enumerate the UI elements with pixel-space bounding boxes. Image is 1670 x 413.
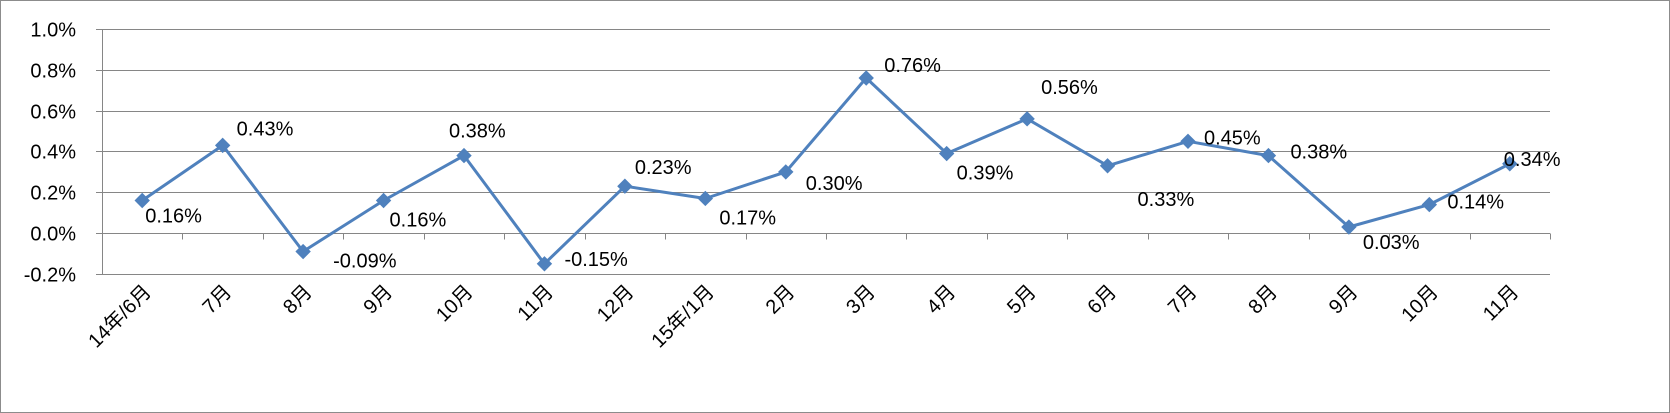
y-tick-label: 1.0% bbox=[30, 20, 76, 42]
data-label: 0.43% bbox=[237, 118, 294, 140]
data-point-marker bbox=[1260, 147, 1277, 164]
data-point-marker bbox=[697, 190, 714, 207]
data-label: 0.17% bbox=[719, 207, 776, 229]
data-point-marker bbox=[1421, 196, 1438, 213]
data-point-marker bbox=[295, 243, 311, 260]
y-tick-label: 0.0% bbox=[30, 224, 76, 246]
x-tick-label: 11月 bbox=[1479, 281, 1523, 325]
x-tick-label: 2月 bbox=[762, 281, 800, 319]
data-label: 0.14% bbox=[1447, 192, 1504, 214]
data-point-marker bbox=[617, 178, 633, 194]
data-label: 0.38% bbox=[449, 121, 506, 143]
data-point-marker bbox=[1502, 156, 1518, 172]
y-axis-tick-labels: -0.2% 0.0% 0.2% 0.4% 0.6% 0.8% 1.0% bbox=[24, 20, 76, 287]
x-tick-label: 9月 bbox=[360, 281, 398, 319]
y-tick-label: 0.6% bbox=[30, 102, 76, 124]
data-point-marker bbox=[214, 137, 231, 154]
data-labels: 0.16% 0.43% -0.09% 0.16% 0.38% -0.15% 0.23% 0.1… bbox=[145, 55, 1560, 273]
data-label: 0.45% bbox=[1204, 127, 1261, 149]
series bbox=[134, 70, 1518, 272]
data-point-marker bbox=[1099, 158, 1116, 174]
data-label: 0.16% bbox=[145, 206, 202, 228]
data-label: 0.38% bbox=[1290, 142, 1347, 164]
data-point-marker bbox=[1341, 219, 1357, 235]
data-label: 0.56% bbox=[1041, 77, 1098, 99]
data-label: 0.34% bbox=[1504, 149, 1561, 171]
x-tick-label: 7月 bbox=[199, 281, 237, 319]
data-label: 0.03% bbox=[1363, 232, 1420, 254]
data-label: 0.16% bbox=[390, 210, 447, 232]
data-point-marker bbox=[456, 147, 472, 164]
y-tick-label: 0.8% bbox=[30, 61, 76, 83]
data-point-marker bbox=[858, 70, 874, 86]
x-tick-label: 10月 bbox=[432, 281, 477, 326]
series-line bbox=[141, 76, 1511, 266]
data-point-marker bbox=[778, 164, 794, 180]
x-tick-label: 3月 bbox=[842, 281, 880, 319]
data-point-marker bbox=[134, 192, 150, 209]
x-tick-label: 5月 bbox=[1003, 281, 1041, 319]
y-tick-label: 0.2% bbox=[30, 183, 76, 205]
data-label: 0.39% bbox=[957, 163, 1014, 185]
x-tick-label: 7月 bbox=[1164, 281, 1202, 319]
data-label: 0.33% bbox=[1138, 189, 1195, 211]
data-label: -0.15% bbox=[564, 249, 628, 271]
x-tick-label: 15年/1月 bbox=[647, 280, 719, 352]
x-axis-tick-labels: 14年/6月 7月 8月 9月 10月 11月 12月 15年/1月 2月 3月 4月 5月 6月 7月 8… bbox=[84, 280, 1524, 352]
x-tick-label: 8月 bbox=[1244, 281, 1282, 319]
data-point-marker bbox=[1019, 111, 1035, 127]
y-tick-label: 0.4% bbox=[30, 142, 76, 164]
data-point-marker bbox=[536, 256, 553, 272]
x-tick-label: 14年/6月 bbox=[84, 280, 156, 352]
data-label: 0.76% bbox=[884, 55, 941, 77]
x-tick-label: 10月 bbox=[1397, 281, 1442, 326]
x-tick-label: 11月 bbox=[514, 281, 558, 325]
axes bbox=[96, 29, 1551, 275]
data-point-marker bbox=[1180, 133, 1196, 149]
y-tick-label: -0.2% bbox=[24, 265, 76, 287]
x-tick-label: 12月 bbox=[593, 281, 638, 326]
data-point-marker bbox=[938, 145, 955, 162]
data-point-marker bbox=[375, 192, 392, 209]
x-tick-label: 8月 bbox=[279, 281, 317, 319]
data-label: 0.23% bbox=[635, 157, 692, 179]
data-label: -0.09% bbox=[333, 251, 397, 273]
x-tick-label: 4月 bbox=[923, 281, 961, 319]
data-label: 0.30% bbox=[806, 173, 863, 195]
x-tick-label: 9月 bbox=[1325, 281, 1363, 319]
x-tick-label: 6月 bbox=[1084, 281, 1122, 319]
